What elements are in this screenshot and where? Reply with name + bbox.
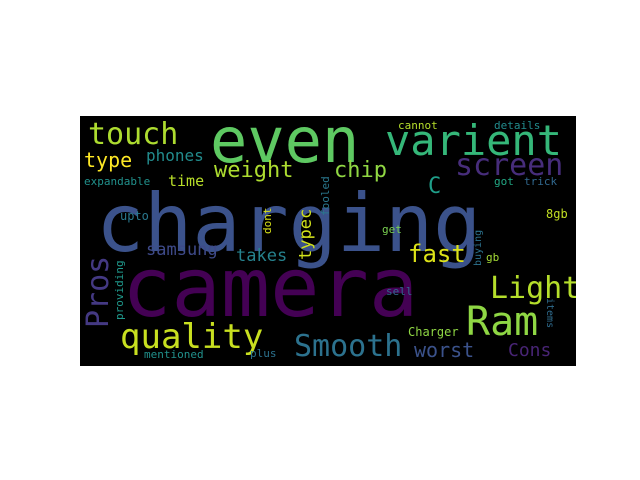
word-cloud: charging camera even varient touch screen Ram q… [80,116,576,366]
word-sell: sell [386,285,413,298]
word-mentioned: mentioned [144,348,204,361]
word-even: even [210,116,360,177]
word-details: details [494,119,541,132]
word-ram: Ram [466,299,539,345]
word-touch: touch [88,117,179,152]
word-typec: typec [296,208,316,260]
word-items: items [544,298,555,329]
word-c: C [428,174,442,199]
word-buying: buying [473,229,484,266]
word-screen: screen [455,148,564,183]
word-samsung: samsung [146,240,218,260]
word-plus: plus [250,347,277,360]
word-fast: fast [408,240,466,268]
word-upto: upto [120,209,149,223]
word-8gb: 8gb [546,207,568,221]
word-gb: gb [486,251,500,264]
word-charging: charging [96,177,482,270]
word-worst: worst [414,338,475,362]
word-quality: quality [120,317,264,357]
word-cannot: cannot [398,119,438,132]
word-smooth: Smooth [294,329,403,364]
word-phones: phones [146,146,204,165]
word-fooled: fooled [319,176,332,216]
word-time: time [168,172,205,190]
word-takes: takes [236,246,288,266]
word-chip: chip [334,158,387,183]
word-weight: weight [214,158,294,183]
word-get: get [382,223,402,236]
word-light: Light [490,271,576,306]
word-dont: dont [261,207,274,235]
word-camera: camera [122,241,419,336]
word-varient: varient [385,116,563,165]
word-providing: providing [113,260,126,320]
word-pros: Pros [81,255,116,328]
word-charger: Charger [408,325,459,339]
word-cons: Cons [508,340,552,361]
word-got: got [494,175,514,188]
word-expandable: expandable [84,175,151,188]
word-trick: trick [524,175,558,188]
word-type: type [84,148,133,172]
